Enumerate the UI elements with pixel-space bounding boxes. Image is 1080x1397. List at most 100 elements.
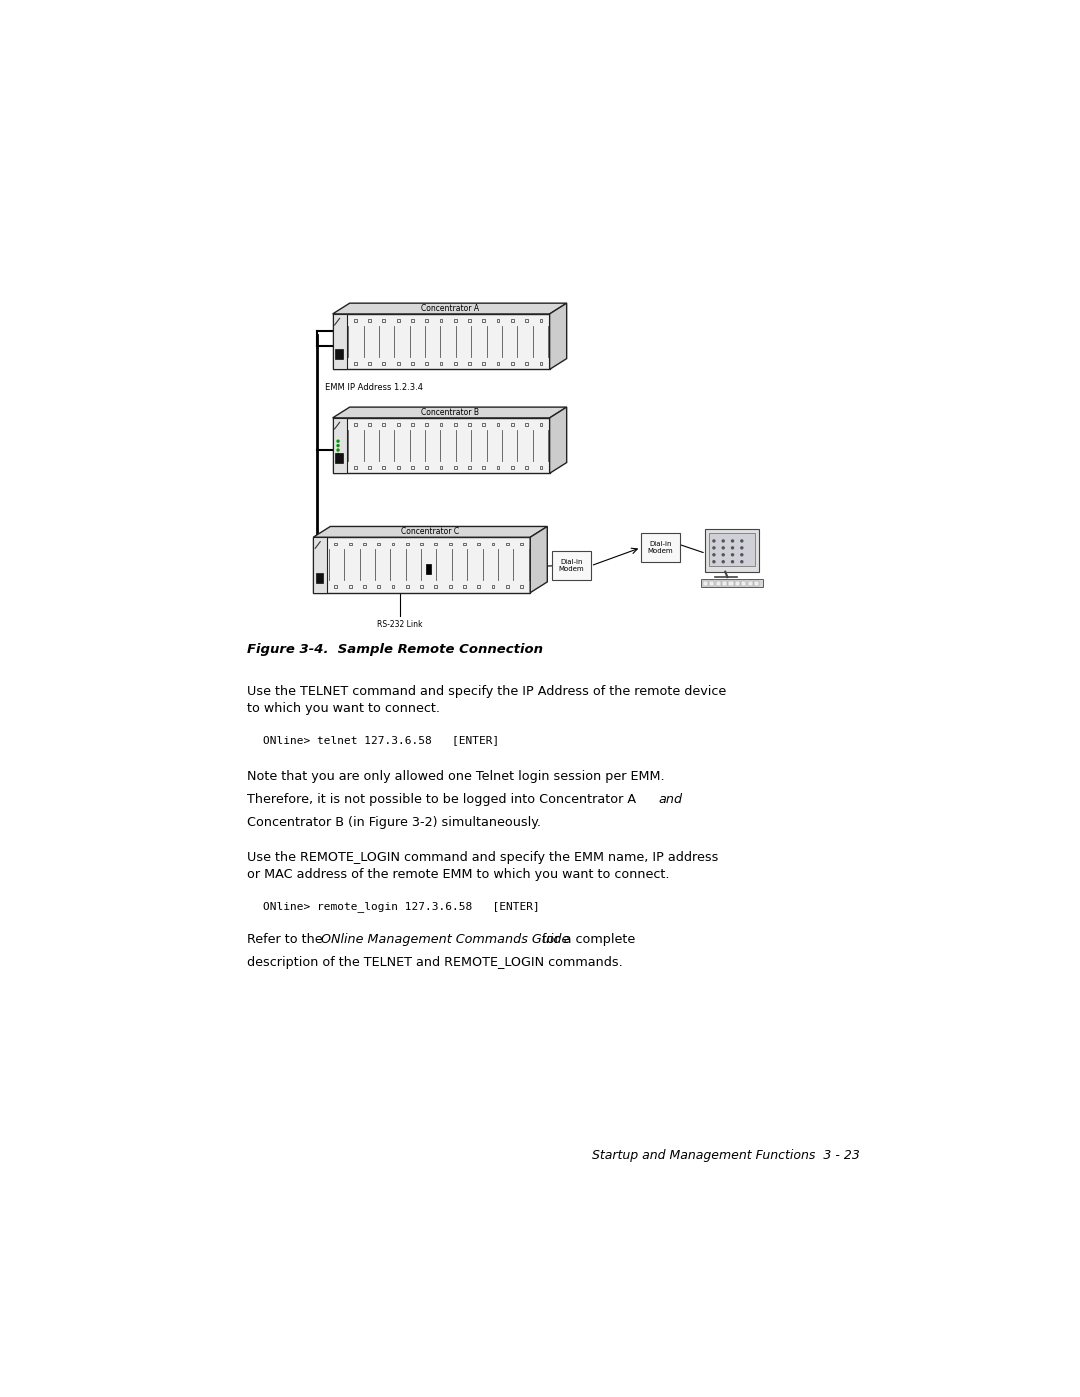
Circle shape	[337, 440, 339, 443]
Bar	[377, 542, 380, 545]
Bar	[747, 581, 753, 585]
Bar	[382, 319, 386, 321]
Text: Concentrator B (in Figure 3-2) simultaneously.: Concentrator B (in Figure 3-2) simultane…	[247, 816, 541, 828]
Bar	[368, 423, 370, 426]
Bar	[511, 423, 514, 426]
Circle shape	[713, 560, 715, 563]
Bar	[333, 314, 347, 369]
Bar	[525, 319, 528, 321]
Circle shape	[741, 539, 743, 542]
Bar	[754, 581, 759, 585]
Text: description of the TELNET and REMOTE_LOGIN commands.: description of the TELNET and REMOTE_LOG…	[247, 956, 623, 970]
Bar	[491, 542, 495, 545]
Bar	[363, 542, 366, 545]
Bar	[396, 423, 400, 426]
Bar	[454, 465, 457, 468]
Bar	[335, 349, 342, 359]
Text: Startup and Management Functions  3 - 23: Startup and Management Functions 3 - 23	[592, 1150, 860, 1162]
Bar	[483, 465, 485, 468]
Circle shape	[723, 546, 725, 549]
Text: Refer to the: Refer to the	[247, 933, 327, 946]
Bar	[396, 319, 400, 321]
Bar	[335, 542, 337, 545]
Bar	[377, 585, 380, 588]
Bar	[497, 465, 499, 468]
Bar	[540, 465, 542, 468]
Circle shape	[337, 454, 339, 455]
Bar	[505, 585, 509, 588]
Bar	[497, 362, 499, 365]
Bar	[434, 585, 437, 588]
Bar	[540, 319, 542, 321]
Bar	[521, 542, 523, 545]
Bar	[426, 465, 428, 468]
Text: for a complete: for a complete	[538, 933, 635, 946]
Text: Therefore, it is not possible to be logged into Concentrator A: Therefore, it is not possible to be logg…	[247, 793, 640, 806]
Circle shape	[713, 539, 715, 542]
Bar	[313, 538, 327, 592]
Bar	[710, 581, 715, 585]
Bar	[468, 465, 471, 468]
Polygon shape	[333, 303, 567, 314]
Bar	[468, 319, 471, 321]
Bar	[525, 423, 528, 426]
Text: EMM IP Address 1.2.3.4: EMM IP Address 1.2.3.4	[325, 383, 423, 393]
Bar	[335, 454, 342, 464]
Bar	[552, 552, 591, 581]
Bar	[411, 465, 414, 468]
Circle shape	[337, 448, 339, 451]
Bar	[368, 465, 370, 468]
Bar	[454, 362, 457, 365]
Bar	[511, 362, 514, 365]
Bar	[703, 581, 708, 585]
Text: Dial-in
Modem: Dial-in Modem	[648, 541, 673, 555]
Bar	[468, 423, 471, 426]
Bar	[313, 538, 530, 592]
Circle shape	[723, 553, 725, 556]
Circle shape	[731, 546, 733, 549]
Bar	[382, 465, 386, 468]
Bar	[368, 362, 370, 365]
Bar	[392, 585, 394, 588]
Bar	[411, 319, 414, 321]
Circle shape	[713, 546, 715, 549]
Bar	[540, 423, 542, 426]
Bar	[491, 585, 495, 588]
Text: Use the TELNET command and specify the IP Address of the remote device
to which : Use the TELNET command and specify the I…	[247, 685, 727, 715]
Bar	[382, 423, 386, 426]
Bar	[483, 362, 485, 365]
Bar	[354, 319, 356, 321]
Bar	[392, 542, 394, 545]
Text: Dial-in
Modem: Dial-in Modem	[558, 559, 584, 573]
Text: ONline Management Commands Guide: ONline Management Commands Guide	[321, 933, 569, 946]
Bar	[525, 465, 528, 468]
Polygon shape	[530, 527, 548, 592]
Text: Figure 3-4.  Sample Remote Connection: Figure 3-4. Sample Remote Connection	[247, 643, 543, 655]
Polygon shape	[313, 527, 548, 538]
Bar	[333, 418, 550, 474]
Circle shape	[723, 560, 725, 563]
Text: Note that you are only allowed one Telnet login session per EMM.: Note that you are only allowed one Telne…	[247, 770, 665, 782]
Polygon shape	[333, 407, 567, 418]
Bar	[463, 585, 465, 588]
Bar	[463, 542, 465, 545]
Text: ONline> telnet 127.3.6.58   [ENTER]: ONline> telnet 127.3.6.58 [ENTER]	[262, 735, 499, 745]
Bar	[729, 581, 733, 585]
Text: Concentrator B: Concentrator B	[420, 408, 478, 416]
Bar	[708, 534, 755, 566]
Text: RS-232 Link: RS-232 Link	[377, 620, 422, 629]
Bar	[406, 542, 408, 545]
Bar	[333, 418, 347, 474]
Bar	[315, 573, 323, 583]
Bar	[426, 319, 428, 321]
Bar	[483, 319, 485, 321]
Bar	[420, 585, 423, 588]
Bar	[511, 319, 514, 321]
Text: and: and	[658, 793, 683, 806]
Bar	[497, 319, 499, 321]
Bar	[396, 465, 400, 468]
Bar	[525, 362, 528, 365]
Bar	[363, 585, 366, 588]
Circle shape	[723, 539, 725, 542]
Bar	[420, 542, 423, 545]
